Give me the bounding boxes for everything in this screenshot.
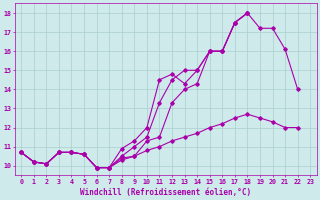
X-axis label: Windchill (Refroidissement éolien,°C): Windchill (Refroidissement éolien,°C) xyxy=(80,188,251,197)
